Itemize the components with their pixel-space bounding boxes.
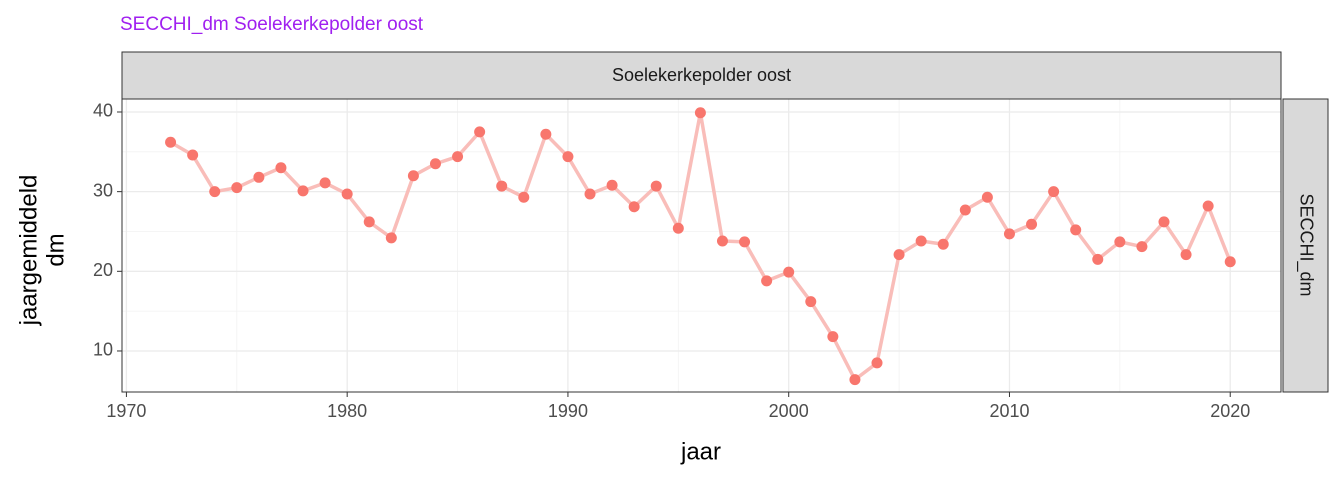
data-point	[275, 162, 287, 174]
x-tick-label: 1970	[106, 401, 146, 421]
y-tick-label: 40	[93, 101, 113, 121]
data-point	[1136, 241, 1148, 253]
data-point	[739, 236, 751, 248]
data-point	[429, 158, 441, 170]
data-point	[363, 216, 375, 228]
y-tick-label: 10	[93, 340, 113, 360]
data-point	[1048, 186, 1060, 198]
y-axis-title-line: dm	[42, 233, 69, 266]
strip-right-label: SECCHI_dm	[1295, 193, 1316, 296]
data-point	[827, 331, 839, 343]
data-point	[805, 296, 817, 308]
data-point	[672, 222, 684, 234]
data-point	[628, 201, 640, 213]
data-point	[1070, 224, 1082, 236]
data-point	[385, 232, 397, 244]
data-point	[1092, 253, 1104, 265]
x-tick-label: 1990	[548, 401, 588, 421]
data-point	[694, 107, 706, 119]
strip-top-label: Soelekerkepolder oost	[612, 65, 791, 85]
data-point	[915, 235, 927, 247]
data-point	[165, 136, 177, 148]
y-tick-label: 30	[93, 180, 113, 200]
data-point	[650, 180, 662, 192]
data-point	[606, 179, 618, 191]
y-tick-label: 20	[93, 260, 113, 280]
data-point	[518, 191, 530, 203]
data-point	[297, 185, 309, 197]
x-tick-label: 2000	[769, 401, 809, 421]
data-point	[407, 170, 419, 182]
y-axis-title: jaargemiddeld dm	[15, 175, 69, 327]
data-point	[1158, 216, 1170, 228]
x-tick-label: 1980	[327, 401, 367, 421]
data-point	[187, 149, 199, 161]
data-point	[496, 180, 508, 192]
data-point	[1180, 249, 1192, 261]
panel-border	[121, 98, 1282, 393]
data-point	[1224, 256, 1236, 268]
data-point	[319, 177, 331, 189]
data-point	[209, 186, 221, 198]
data-point	[937, 238, 949, 250]
data-point	[716, 235, 728, 247]
data-point	[1026, 218, 1038, 230]
data-point	[584, 188, 596, 200]
x-tick-label: 2020	[1210, 401, 1250, 421]
data-point	[761, 275, 773, 287]
data-point	[783, 266, 795, 278]
data-point	[1003, 228, 1015, 240]
panel	[122, 99, 1281, 392]
data-point	[474, 126, 486, 138]
chart-title: SECCHI_dm Soelekerkepolder oost	[120, 14, 424, 35]
data-point	[341, 188, 353, 200]
y-axis-title-line: jaargemiddeld	[15, 175, 42, 327]
data-point	[871, 357, 883, 369]
strip-top	[121, 51, 1282, 100]
data-point	[253, 171, 265, 183]
data-point	[849, 374, 861, 386]
data-point	[231, 182, 243, 194]
data-point	[452, 151, 464, 163]
data-point	[562, 151, 574, 163]
data-point	[981, 191, 993, 203]
x-axis-title: jaar	[680, 438, 721, 465]
data-point	[959, 204, 971, 216]
x-tick-label: 2010	[989, 401, 1029, 421]
data-point	[1114, 236, 1126, 248]
data-point	[893, 249, 905, 261]
data-point	[1202, 200, 1214, 212]
data-point	[540, 128, 552, 140]
strip-right	[1282, 98, 1329, 393]
